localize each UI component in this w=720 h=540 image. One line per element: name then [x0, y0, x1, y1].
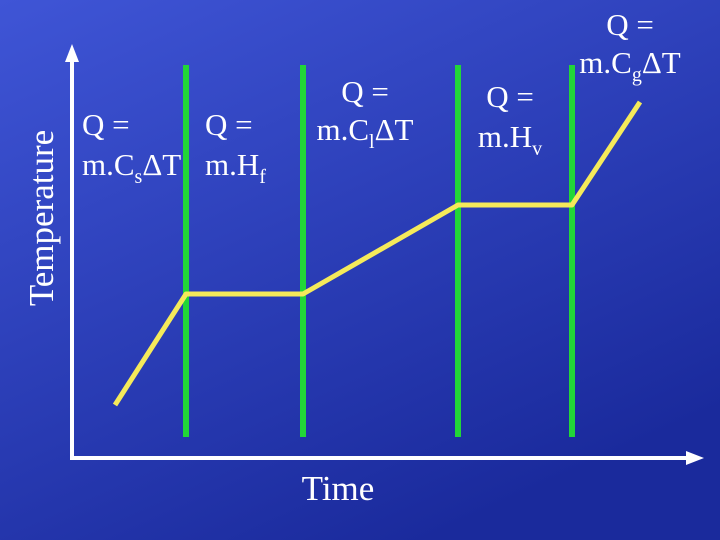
x-axis-label: Time: [302, 469, 375, 508]
label-text: m.H: [478, 119, 532, 154]
phase-label-line: Q =: [205, 107, 253, 142]
subscript: l: [369, 131, 375, 153]
label-text: m.C: [82, 147, 135, 182]
phase-label-line: Q =: [486, 79, 534, 114]
subscript: s: [135, 166, 143, 188]
phase-label-line: m.CgΔT: [579, 45, 680, 85]
phase-dividers: [183, 65, 575, 437]
label-text: ΔT: [375, 112, 414, 147]
label-text: m.C: [317, 112, 370, 147]
subscript: f: [259, 166, 266, 188]
phase-label-line: Q =: [606, 7, 654, 42]
label-text: Q =: [82, 107, 130, 142]
y-axis-label: Temperature: [22, 130, 61, 306]
phase-label-line: m.ClΔT: [317, 112, 414, 152]
y-arrow: [65, 44, 79, 62]
phase-label-line: m.CsΔT: [82, 147, 181, 187]
label-text: Q =: [205, 107, 253, 142]
label-text: ΔT: [642, 45, 681, 80]
phase-label-line: Q =: [82, 107, 130, 142]
x-arrow: [686, 451, 704, 465]
label-text: ΔT: [142, 147, 181, 182]
heating-curve: [112, 100, 643, 407]
subscript: g: [632, 64, 642, 86]
label-text: m.C: [579, 45, 632, 80]
subscript: v: [532, 138, 542, 160]
label-text: m.H: [205, 147, 259, 182]
label-text: Q =: [341, 74, 389, 109]
phase-label-line: Q =: [341, 74, 389, 109]
label-text: Q =: [486, 79, 534, 114]
axes: [65, 44, 704, 465]
phase-label-line: m.Hf: [205, 147, 266, 187]
phase-label-line: m.Hv: [478, 119, 542, 159]
label-text: Q =: [606, 7, 654, 42]
